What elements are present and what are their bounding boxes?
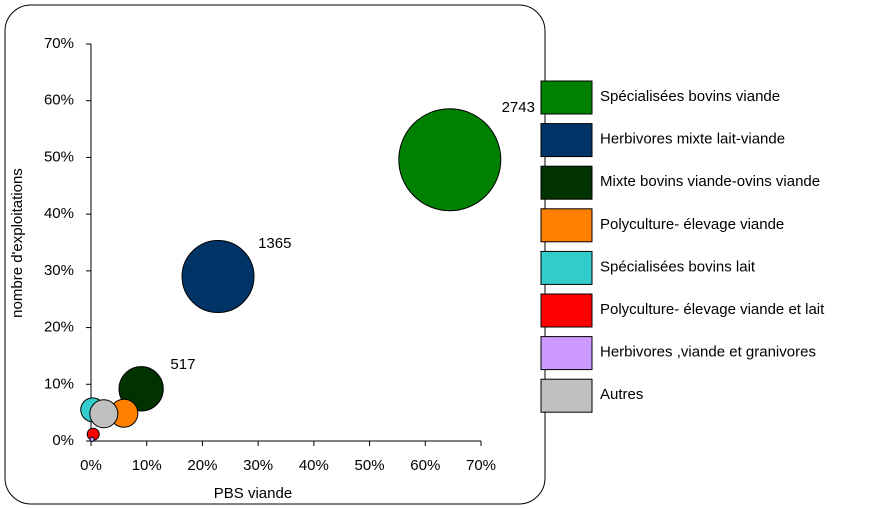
x-tick-label: 30% <box>243 457 273 474</box>
legend-swatch <box>540 165 593 200</box>
legend-label: Polyculture- élevage viande et lait <box>600 301 825 318</box>
x-tick-label: 20% <box>187 457 217 474</box>
bubble <box>181 240 255 314</box>
y-tick-label: 0% <box>52 432 74 449</box>
data-label: 2743 <box>502 99 535 116</box>
y-tick-label: 60% <box>44 92 74 109</box>
x-tick-label: 50% <box>355 457 385 474</box>
y-tick-label: 20% <box>44 319 74 336</box>
x-tick-label: 40% <box>299 457 329 474</box>
x-tick-label: 0% <box>80 457 102 474</box>
y-axis-label: nombre d'exploitations <box>9 168 26 318</box>
legend-swatch <box>540 250 593 285</box>
legend-swatch <box>540 336 593 371</box>
legend-label: Herbivores mixte lait-viande <box>600 131 785 148</box>
y-tick-label: 10% <box>44 375 74 392</box>
x-tick-label: 70% <box>466 457 496 474</box>
legend-swatch <box>540 123 593 158</box>
legend-label: Mixte bovins viande-ovins viande <box>600 173 820 190</box>
data-label: 1365 <box>258 235 291 252</box>
legend-label: Spécialisées bovins lait <box>600 258 756 275</box>
bubble <box>118 366 164 412</box>
y-tick-label: 50% <box>44 148 74 165</box>
x-tick-label: 10% <box>132 457 162 474</box>
legend-label: Autres <box>600 386 643 403</box>
chart-frame <box>4 4 546 505</box>
bubble <box>89 436 95 442</box>
legend-label: Polyculture- élevage viande <box>600 216 784 233</box>
x-tick-label: 60% <box>410 457 440 474</box>
y-tick-label: 40% <box>44 205 74 222</box>
y-tick-label: 30% <box>44 262 74 279</box>
legend-label: Spécialisées bovins viande <box>600 88 780 105</box>
legend-swatch <box>540 293 593 328</box>
x-axis-label: PBS viande <box>214 485 292 502</box>
legend-swatch <box>540 208 593 243</box>
legend-label: Herbivores ,viande et granivores <box>600 344 816 361</box>
bubble <box>89 399 119 429</box>
legend-swatch <box>540 378 593 413</box>
y-tick-label: 70% <box>44 35 74 52</box>
data-label: 517 <box>170 356 195 373</box>
legend-swatch <box>540 80 593 115</box>
bubble <box>398 108 502 212</box>
